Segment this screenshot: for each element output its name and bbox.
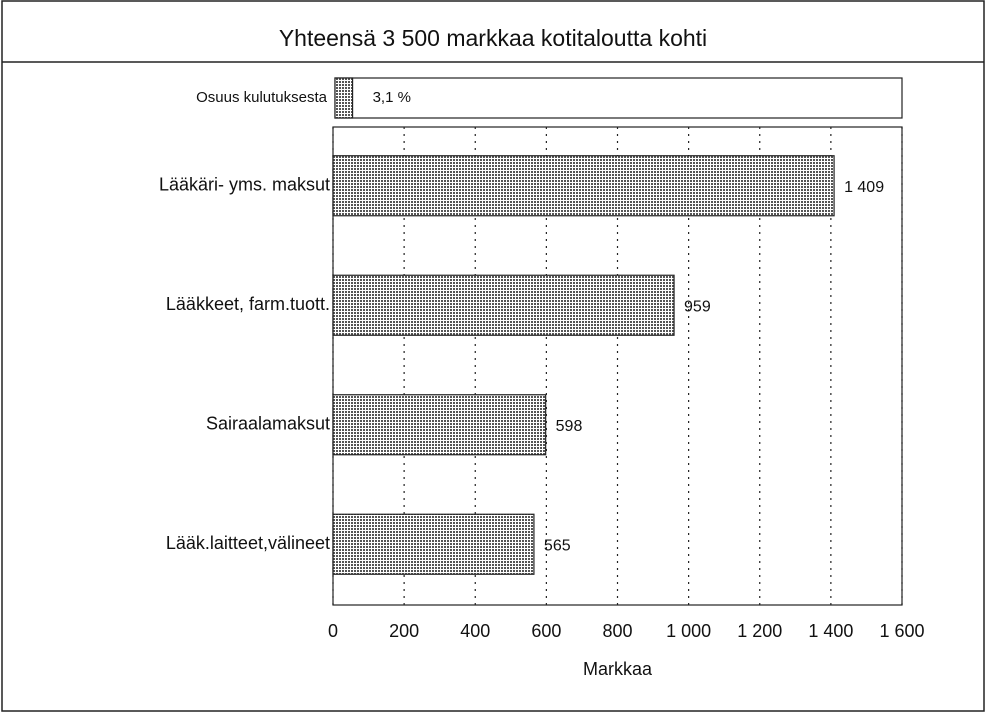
value-label: 959 bbox=[684, 298, 711, 315]
share-box bbox=[334, 77, 903, 119]
x-tick-label: 1 400 bbox=[808, 621, 853, 641]
bar bbox=[332, 513, 535, 575]
plot-frame bbox=[332, 126, 903, 606]
x-tick-label: 1 000 bbox=[666, 621, 711, 641]
share-bar bbox=[334, 77, 354, 119]
category-label: Lääk.laitteet,välineet bbox=[166, 533, 330, 553]
value-label: 565 bbox=[544, 537, 571, 554]
category-label: Sairaalamaksut bbox=[206, 414, 330, 434]
x-tick-label: 400 bbox=[460, 621, 490, 641]
share-label: Osuus kulutuksesta bbox=[196, 89, 328, 106]
x-tick-label: 800 bbox=[602, 621, 632, 641]
bar bbox=[332, 274, 675, 336]
x-tick-label: 1 200 bbox=[737, 621, 782, 641]
share-value-label: 3,1 % bbox=[373, 89, 411, 106]
category-label: Lääkkeet, farm.tuott. bbox=[166, 294, 330, 314]
value-label: 598 bbox=[556, 418, 583, 435]
x-tick-label: 200 bbox=[389, 621, 419, 641]
bar bbox=[332, 394, 547, 456]
x-tick-label: 0 bbox=[328, 621, 338, 641]
x-axis-label: Markkaa bbox=[583, 659, 653, 679]
chart-title: Yhteensä 3 500 markkaa kotitaloutta koht… bbox=[279, 25, 707, 51]
x-tick-label: 600 bbox=[531, 621, 561, 641]
category-label: Lääkäri- yms. maksut bbox=[159, 175, 330, 195]
x-tick-label: 1 600 bbox=[879, 621, 924, 641]
bar bbox=[332, 155, 835, 217]
value-label: 1 409 bbox=[844, 179, 884, 196]
